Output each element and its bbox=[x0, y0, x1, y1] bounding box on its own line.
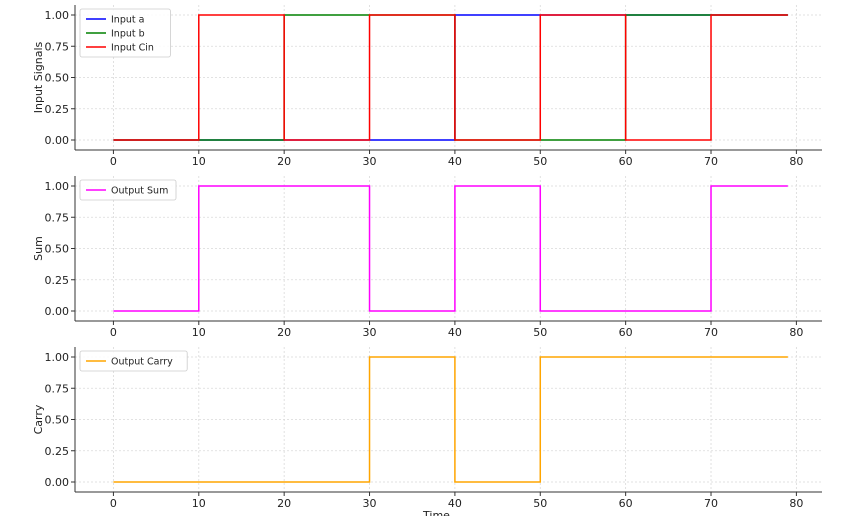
x-tick-label: 40 bbox=[448, 326, 462, 339]
subplot-2: 0 10 20 30 40 50 60 70 80 0.00 0.25 0.50 0.75 1.00 Sum… bbox=[32, 176, 822, 339]
x-tick-label: 10 bbox=[192, 155, 206, 168]
y-tick-label: 1.00 bbox=[45, 9, 70, 22]
series-line-output-sum bbox=[113, 185, 788, 312]
x-tick-label: 80 bbox=[789, 155, 803, 168]
y-tick-label: 0.50 bbox=[45, 72, 70, 85]
x-tick-label: 40 bbox=[448, 155, 462, 168]
y-tick-label: 1.00 bbox=[45, 351, 70, 364]
x-tick-label: 10 bbox=[192, 497, 206, 510]
x-tick-label: 30 bbox=[363, 155, 377, 168]
y-axis-label: Input Signals bbox=[32, 41, 45, 113]
x-tick-label: 60 bbox=[619, 497, 633, 510]
x-tick-label: 40 bbox=[448, 497, 462, 510]
x-tick-label: 0 bbox=[110, 326, 117, 339]
x-tick-label: 30 bbox=[363, 326, 377, 339]
legend-label-output-carry: Output Carry bbox=[111, 357, 173, 368]
x-tick-label: 50 bbox=[533, 497, 547, 510]
y-tick-label: 0.25 bbox=[45, 445, 70, 458]
y-tick-label: 0.00 bbox=[45, 134, 70, 147]
x-tick-label: 60 bbox=[619, 326, 633, 339]
x-tick-label: 10 bbox=[192, 326, 206, 339]
legend-label-output-sum: Output Sum bbox=[111, 186, 168, 197]
x-tick-label: 80 bbox=[789, 497, 803, 510]
legend: Output Carry bbox=[79, 350, 188, 372]
x-tick-label: 0 bbox=[110, 497, 117, 510]
y-tick-label: 0.25 bbox=[45, 274, 70, 287]
x-tick-label: 70 bbox=[704, 326, 718, 339]
y-tick-label: 0.75 bbox=[45, 40, 70, 53]
legend-label-input-b: Input b bbox=[111, 29, 145, 40]
x-tick-label: 50 bbox=[533, 326, 547, 339]
y-tick-label: 0.00 bbox=[45, 476, 70, 489]
y-axis-label: Sum bbox=[32, 236, 45, 261]
y-tick-label: 1.00 bbox=[45, 180, 70, 193]
series-line-input-cin bbox=[113, 14, 788, 141]
y-tick-label: 0.50 bbox=[45, 414, 70, 427]
series-line-input-b bbox=[113, 14, 788, 141]
subplot-3: 0 10 20 30 40 50 60 70 80 0.00 0.25 0.50 0.75 1.00 Car… bbox=[32, 347, 822, 516]
y-tick-label: 0.25 bbox=[45, 103, 70, 116]
x-tick-label: 70 bbox=[704, 497, 718, 510]
legend: Output Sum bbox=[79, 179, 177, 201]
x-tick-label: 30 bbox=[363, 497, 377, 510]
x-tick-label: 0 bbox=[110, 155, 117, 168]
y-tick-label: 0.00 bbox=[45, 305, 70, 318]
legend-box bbox=[79, 179, 177, 201]
y-tick-label: 0.50 bbox=[45, 243, 70, 256]
legend-box bbox=[79, 8, 171, 58]
y-axis-label: Carry bbox=[32, 404, 45, 434]
x-tick-label: 60 bbox=[619, 155, 633, 168]
x-tick-label: 50 bbox=[533, 155, 547, 168]
y-tick-label: 0.75 bbox=[45, 382, 70, 395]
x-tick-label: 70 bbox=[704, 155, 718, 168]
x-tick-label: 80 bbox=[789, 326, 803, 339]
series-line-input-a bbox=[113, 14, 788, 141]
legend-label-input-a: Input a bbox=[111, 15, 144, 26]
series-line-output-carry bbox=[113, 356, 788, 483]
x-tick-label: 20 bbox=[277, 155, 291, 168]
legend-box bbox=[79, 350, 188, 372]
legend: Input a Input b Input Cin bbox=[79, 8, 171, 58]
y-tick-label: 0.75 bbox=[45, 211, 70, 224]
legend-label-input-cin: Input Cin bbox=[111, 43, 154, 54]
subplot-1: 0 10 20 30 40 50 60 70 80 0.00 0.25 0.50 0.75 1.00 Inp… bbox=[32, 5, 822, 168]
x-tick-label: 20 bbox=[277, 326, 291, 339]
x-tick-label: 20 bbox=[277, 497, 291, 510]
x-axis-label: Time bbox=[422, 509, 450, 516]
